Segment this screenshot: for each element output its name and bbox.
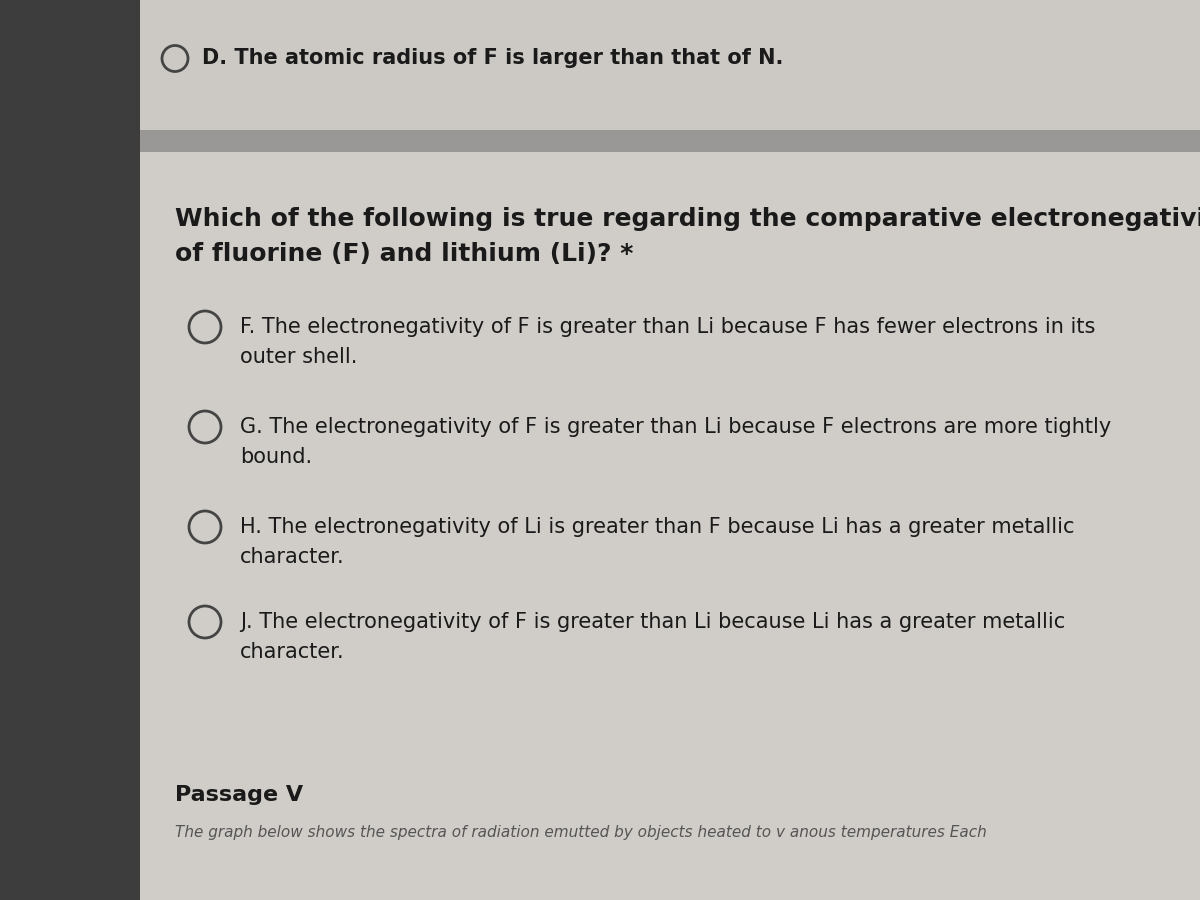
- Text: D. The atomic radius of F is larger than that of N.: D. The atomic radius of F is larger than…: [202, 49, 784, 68]
- FancyBboxPatch shape: [140, 0, 1200, 130]
- Text: The graph below shows the spectra of radiation emutted by objects heated to v an: The graph below shows the spectra of rad…: [175, 825, 986, 840]
- Text: character.: character.: [240, 642, 344, 662]
- Text: J. The electronegativity of F is greater than Li because Li has a greater metall: J. The electronegativity of F is greater…: [240, 612, 1066, 632]
- Text: bound.: bound.: [240, 447, 312, 467]
- Text: outer shell.: outer shell.: [240, 347, 358, 367]
- Text: H. The electronegativity of Li is greater than F because Li has a greater metall: H. The electronegativity of Li is greate…: [240, 517, 1074, 537]
- FancyBboxPatch shape: [140, 152, 1200, 900]
- FancyBboxPatch shape: [140, 130, 1200, 152]
- Text: G. The electronegativity of F is greater than Li because F electrons are more ti: G. The electronegativity of F is greater…: [240, 417, 1111, 437]
- Text: Passage V: Passage V: [175, 785, 304, 805]
- Text: Which of the following is true regarding the comparative electronegativity  1: Which of the following is true regarding…: [175, 207, 1200, 231]
- Text: character.: character.: [240, 547, 344, 567]
- Text: F. The electronegativity of F is greater than Li because F has fewer electrons i: F. The electronegativity of F is greater…: [240, 317, 1096, 337]
- Text: of fluorine (F) and lithium (Li)? *: of fluorine (F) and lithium (Li)? *: [175, 242, 634, 266]
